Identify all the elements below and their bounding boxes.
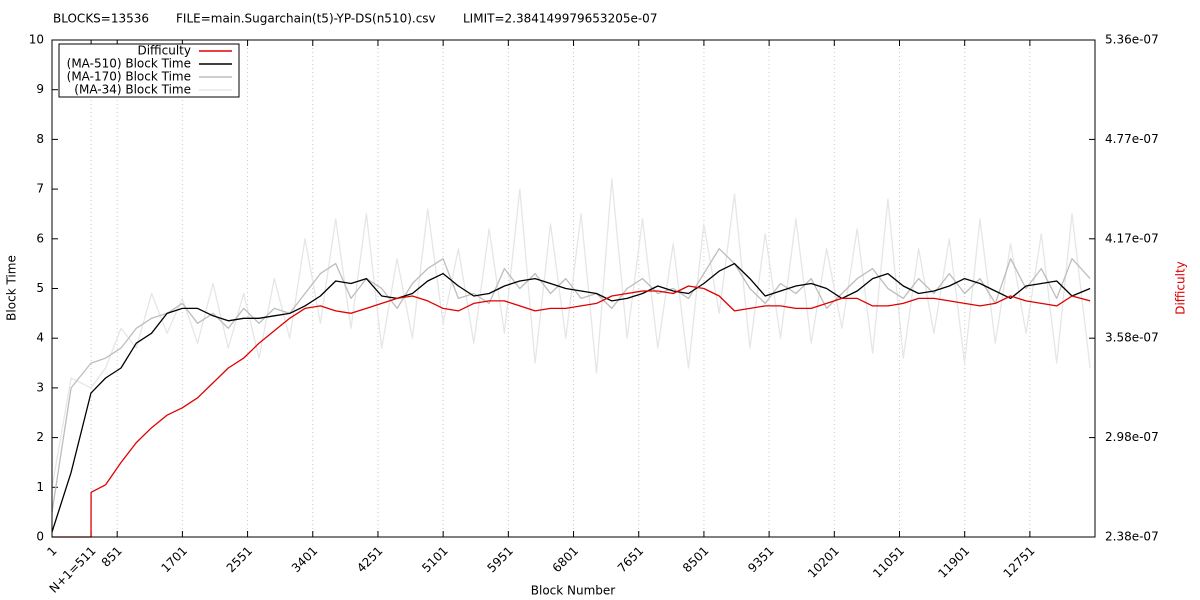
legend: Difficulty(MA-510) Block Time(MA-170) Bl…	[58, 43, 240, 98]
x-tick-label: 6801	[550, 544, 581, 575]
y-tick-label: 4	[36, 331, 44, 345]
x-tick-label: 5951	[484, 544, 515, 575]
series-line	[51, 248, 1091, 513]
y-tick-label: 3	[36, 380, 44, 394]
x-tick-label: 12751	[1001, 544, 1038, 581]
plot-frame	[51, 39, 1096, 538]
y-tick-label: 1	[36, 480, 44, 494]
y2-axis-label: Difficulty	[1174, 261, 1188, 315]
legend-label: Difficulty	[137, 44, 191, 58]
x-tick-label: 4251	[354, 544, 385, 575]
x-tick-label: 5101	[419, 544, 450, 575]
y2-tick-label: 3.58e-07	[1105, 331, 1159, 345]
x-tick-label: 2551	[224, 544, 255, 575]
x-tick-label: 1701	[158, 544, 189, 575]
x-tick-label: 8501	[680, 544, 711, 575]
y2-tick-label: 2.38e-07	[1105, 530, 1159, 544]
header-limit: LIMIT=2.384149979653205e-07	[463, 12, 657, 26]
x-axis-label: Block Number	[531, 584, 616, 598]
y-tick-label: 7	[36, 182, 44, 196]
y2-tick-label: 4.77e-07	[1105, 132, 1159, 146]
y-tick-label: 10	[29, 33, 44, 47]
y2-tick-label: 5.36e-07	[1105, 33, 1159, 47]
y-tick-label: 9	[36, 82, 44, 96]
x-tick-label: 9351	[745, 544, 776, 575]
x-tick-label: 7651	[615, 544, 646, 575]
y-axis-label: Block Time	[5, 255, 19, 321]
y2-tick-label: 4.17e-07	[1105, 231, 1159, 245]
y-tick-label: 5	[36, 281, 44, 295]
y2-tick-label: 2.98e-07	[1105, 430, 1159, 444]
y-tick-label: 2	[36, 430, 44, 444]
y-tick-label: 6	[36, 231, 44, 245]
x-tick-label: 10201	[805, 544, 842, 581]
x-tick-label: 851	[99, 544, 125, 570]
x-tick-label: 1	[44, 544, 59, 559]
series-line	[52, 285, 1091, 538]
legend-label: (MA-34) Block Time	[74, 83, 191, 97]
legend-box	[58, 43, 240, 98]
x-tick-label: 11051	[870, 544, 907, 581]
y-tick-label: 8	[36, 132, 44, 146]
series-line	[51, 262, 1091, 533]
header-blocks: BLOCKS=13536	[53, 12, 149, 26]
x-tick-label: 11901	[935, 544, 972, 581]
legend-label: (MA-510) Block Time	[67, 57, 191, 71]
header-file: FILE=main.Sugarchain(t5)-YP-DS(n510).csv	[176, 12, 436, 26]
y-tick-label: 0	[36, 530, 44, 544]
x-tick-label: 3401	[289, 544, 320, 575]
legend-label: (MA-170) Block Time	[67, 70, 191, 84]
series-line	[51, 178, 1091, 488]
